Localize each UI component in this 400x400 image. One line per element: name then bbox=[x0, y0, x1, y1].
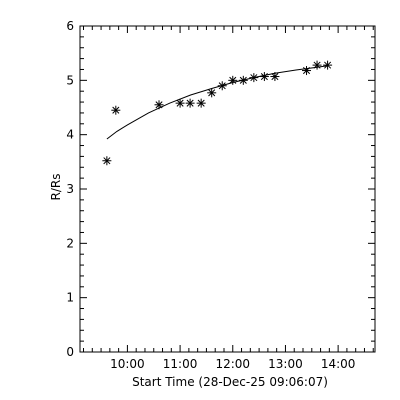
data-point bbox=[102, 156, 112, 166]
fit-line bbox=[106, 65, 328, 140]
x-tick-label: 10:00 bbox=[110, 357, 145, 371]
data-point bbox=[154, 100, 164, 110]
data-point bbox=[111, 105, 121, 115]
data-point bbox=[196, 98, 206, 108]
data-point bbox=[249, 73, 259, 83]
data-point bbox=[207, 88, 217, 98]
y-tick-label: 0 bbox=[66, 345, 74, 359]
data-point bbox=[185, 98, 195, 108]
data-point bbox=[175, 98, 185, 108]
data-point bbox=[259, 72, 269, 82]
x-tick-label: 11:00 bbox=[163, 357, 198, 371]
x-tick-label: 14:00 bbox=[321, 357, 356, 371]
plot-axes bbox=[79, 25, 376, 353]
axis-tick-labels: 0 1 2 3 4 5 6 10:00 11:00 12:00 13:00 14:00 bbox=[66, 19, 355, 371]
y-tick-label: 6 bbox=[66, 19, 74, 33]
y-tick-label: 3 bbox=[66, 182, 74, 196]
y-tick-label: 1 bbox=[66, 291, 74, 305]
data-point bbox=[312, 60, 322, 70]
plot-frame bbox=[79, 25, 376, 353]
data-point bbox=[323, 60, 333, 70]
x-tick-label: 13:00 bbox=[268, 357, 303, 371]
data-point bbox=[217, 81, 227, 91]
y-axis-label: R/Rs bbox=[49, 174, 63, 201]
data-point bbox=[228, 75, 238, 85]
data-point bbox=[238, 75, 248, 85]
y-tick-label: 4 bbox=[66, 128, 74, 142]
y-tick-label: 5 bbox=[66, 73, 74, 87]
x-axis-label: Start Time (28-Dec-25 09:06:07) bbox=[132, 375, 328, 389]
data-points bbox=[102, 60, 333, 166]
axis-ticks bbox=[80, 25, 375, 353]
data-point bbox=[270, 72, 280, 82]
y-tick-label: 2 bbox=[66, 236, 74, 250]
data-point bbox=[302, 66, 312, 76]
x-tick-label: 12:00 bbox=[215, 357, 250, 371]
